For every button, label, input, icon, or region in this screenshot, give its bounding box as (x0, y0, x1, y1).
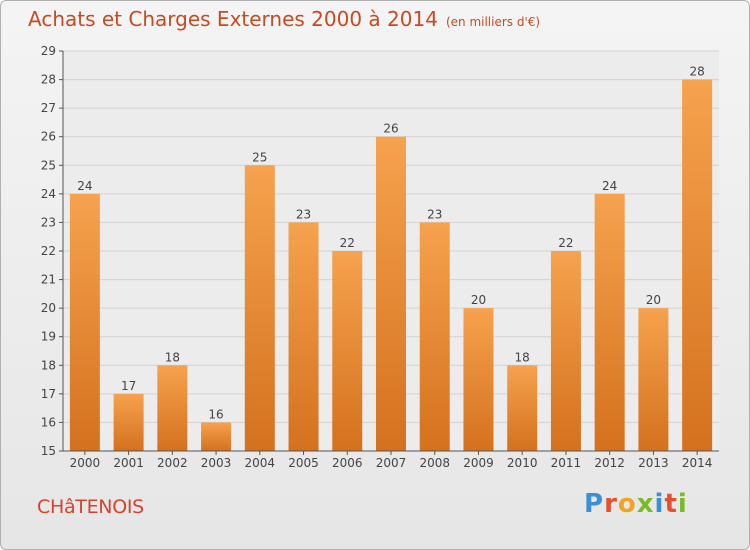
y-tick-label: 19 (41, 330, 56, 344)
x-tick-label: 2010 (507, 456, 538, 470)
chart-title: Achats et Charges Externes 2000 à 2014 (e… (28, 7, 540, 31)
proxiti-logo: Proxiti (584, 489, 688, 519)
x-tick-label: 2002 (157, 456, 188, 470)
bar (288, 222, 319, 451)
x-tick-label: 2005 (288, 456, 319, 470)
bar (419, 222, 450, 451)
bar-value-label: 17 (121, 379, 136, 393)
bar-value-label: 23 (296, 207, 311, 221)
bar (550, 251, 581, 451)
bars: 24 17 18 16 25 23 22 26 23 20 18 22 24 20 28 (69, 65, 713, 452)
bar (507, 365, 538, 451)
bar (332, 251, 363, 451)
bar-value-label: 18 (515, 350, 530, 364)
x-tick-label: 2003 (201, 456, 232, 470)
y-tick-label: 16 (41, 415, 56, 429)
x-tick-label: 2013 (638, 456, 669, 470)
x-tick-label: 2001 (113, 456, 144, 470)
bar-value-label: 25 (252, 150, 267, 164)
bar-value-label: 18 (165, 350, 180, 364)
y-tick-label: 15 (41, 444, 56, 458)
x-tick-label: 2014 (682, 456, 713, 470)
bar-value-label: 22 (558, 236, 573, 250)
bar-value-label: 16 (208, 407, 223, 421)
x-tick-label: 2009 (463, 456, 494, 470)
x-tick-label: 2004 (245, 456, 276, 470)
bar (638, 308, 669, 451)
y-tick-label: 25 (41, 158, 56, 172)
bar (244, 165, 275, 452)
bar-value-label: 26 (383, 122, 398, 136)
y-axis: 15 16 17 18 19 20 21 22 23 24 25 26 27 28 29 (41, 44, 64, 458)
y-tick-label: 24 (41, 187, 56, 201)
x-tick-label: 2008 (419, 456, 450, 470)
bar (69, 193, 100, 451)
bar-value-label: 22 (340, 236, 355, 250)
bar (682, 79, 713, 452)
y-tick-label: 17 (41, 387, 56, 401)
y-tick-label: 18 (41, 358, 56, 372)
x-tick-label: 2007 (376, 456, 407, 470)
bar (376, 136, 406, 451)
y-tick-label: 27 (41, 101, 56, 115)
bar (113, 393, 144, 451)
chart-unit: (en milliers d'€) (445, 15, 541, 29)
bar-value-label: 28 (689, 65, 704, 79)
y-tick-label: 20 (41, 301, 56, 315)
y-tick-label: 26 (41, 130, 56, 144)
bar (594, 193, 625, 451)
bar (201, 422, 232, 451)
x-tick-label: 2011 (551, 456, 582, 470)
bar (463, 308, 494, 451)
chart-title-text: Achats et Charges Externes 2000 à 2014 (28, 7, 438, 31)
y-tick-label: 28 (41, 73, 56, 87)
bar (157, 365, 188, 451)
x-tick-label: 2012 (594, 456, 625, 470)
bar-value-label: 20 (471, 293, 486, 307)
x-tick-label: 2006 (332, 456, 363, 470)
x-tick-label: 2000 (70, 456, 101, 470)
town-name: CHâTENOIS (37, 496, 144, 518)
x-axis: 2000 2001 2002 2003 2004 2005 2006 2007 2008 2009… (63, 450, 719, 470)
y-tick-label: 21 (41, 273, 56, 287)
y-tick-label: 29 (41, 44, 56, 58)
y-tick-label: 22 (41, 244, 56, 258)
bar-value-label: 20 (646, 293, 661, 307)
y-tick-label: 23 (41, 215, 56, 229)
bar-value-label: 24 (602, 179, 617, 193)
bar-value-label: 24 (77, 179, 92, 193)
bar-value-label: 23 (427, 207, 442, 221)
